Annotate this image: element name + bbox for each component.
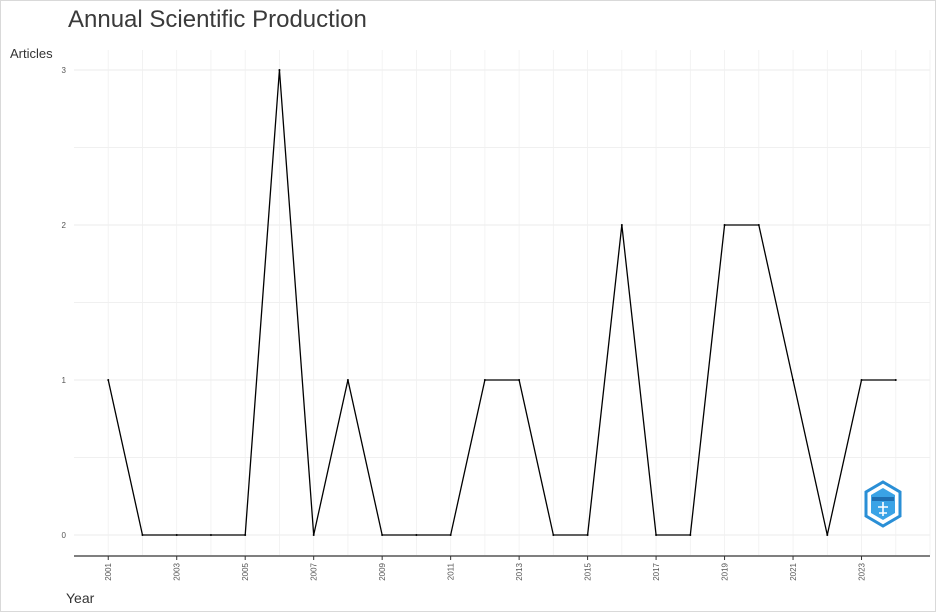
data-point [175,534,178,536]
y-tick-label: 3 [62,66,67,75]
y-tick-label: 1 [62,376,67,385]
x-tick-label: 2015 [584,562,593,580]
data-point [141,534,144,536]
y-axis-label: Articles [10,46,53,61]
x-tick-label: 2019 [721,562,730,580]
data-point [552,534,555,536]
x-tick-label: 2017 [652,562,661,580]
x-tick-label: 2003 [173,562,182,580]
data-point [278,69,281,71]
x-axis-label: Year [66,590,95,606]
data-point [620,224,623,226]
data-point [483,379,486,381]
x-tick-label: 2009 [378,562,387,580]
x-tick-label: 2011 [447,562,456,580]
data-point [860,379,863,381]
y-tick-label: 0 [62,531,67,540]
data-point [209,534,212,536]
y-tick-label: 2 [62,221,67,230]
x-tick-label: 2013 [515,562,524,580]
data-point [689,534,692,536]
data-point [826,534,829,536]
data-point [312,534,315,536]
data-point [415,534,418,536]
data-point [518,379,521,381]
data-point [449,534,452,536]
data-point [586,534,589,536]
x-tick-label: 2007 [310,562,319,580]
x-tick-label: 2023 [858,562,867,580]
x-tick-label: 2005 [241,562,250,580]
data-point [346,379,349,381]
data-point [723,224,726,226]
series-line [107,69,896,536]
data-point [655,534,658,536]
data-point [381,534,384,536]
x-tick-label: 2021 [789,562,798,580]
data-point [792,379,795,381]
x-tick-label: 2001 [104,562,113,580]
data-point [757,224,760,226]
data-point [107,379,110,381]
chart-title: Annual Scientific Production [68,6,367,33]
logo-icon [864,480,902,528]
data-point [244,534,247,536]
data-point [894,379,897,381]
